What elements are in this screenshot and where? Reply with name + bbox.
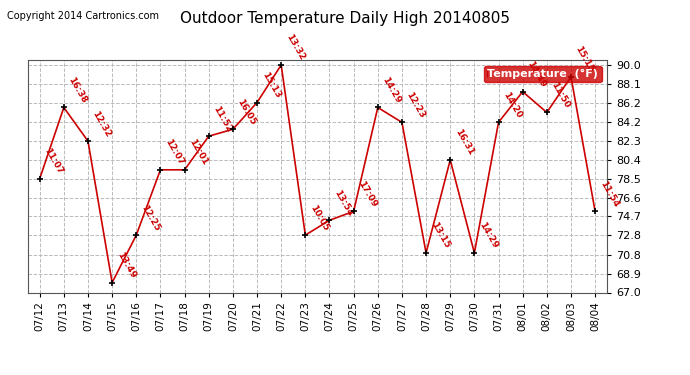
Text: 12:07: 12:07 bbox=[164, 138, 186, 167]
Text: 12:25: 12:25 bbox=[139, 203, 161, 232]
Text: 14:29: 14:29 bbox=[381, 75, 403, 105]
Legend: Temperature  (°F): Temperature (°F) bbox=[484, 66, 602, 82]
Text: 15:15: 15:15 bbox=[574, 45, 596, 74]
Text: 12:23: 12:23 bbox=[405, 90, 427, 120]
Text: 16:05: 16:05 bbox=[236, 97, 257, 126]
Text: 11:50: 11:50 bbox=[550, 81, 571, 110]
Text: 11:52: 11:52 bbox=[212, 104, 234, 134]
Text: 14:20: 14:20 bbox=[502, 90, 524, 120]
Text: Outdoor Temperature Daily High 20140805: Outdoor Temperature Daily High 20140805 bbox=[180, 11, 510, 26]
Text: 14:29: 14:29 bbox=[477, 220, 500, 250]
Text: 11:07: 11:07 bbox=[43, 147, 65, 176]
Text: 14:49: 14:49 bbox=[526, 59, 548, 89]
Text: Copyright 2014 Cartronics.com: Copyright 2014 Cartronics.com bbox=[7, 11, 159, 21]
Text: 16:38: 16:38 bbox=[67, 75, 89, 105]
Text: 13:54: 13:54 bbox=[333, 188, 355, 218]
Text: 13:32: 13:32 bbox=[284, 33, 306, 62]
Text: 16:31: 16:31 bbox=[453, 128, 475, 157]
Text: 12:32: 12:32 bbox=[91, 109, 113, 138]
Text: 17:09: 17:09 bbox=[357, 179, 379, 209]
Text: 13:49: 13:49 bbox=[115, 251, 137, 280]
Text: 12:01: 12:01 bbox=[188, 138, 209, 167]
Text: 11:54: 11:54 bbox=[598, 179, 620, 209]
Text: 10:05: 10:05 bbox=[308, 203, 330, 232]
Text: 13:15: 13:15 bbox=[429, 221, 451, 250]
Text: 15:13: 15:13 bbox=[260, 70, 282, 100]
